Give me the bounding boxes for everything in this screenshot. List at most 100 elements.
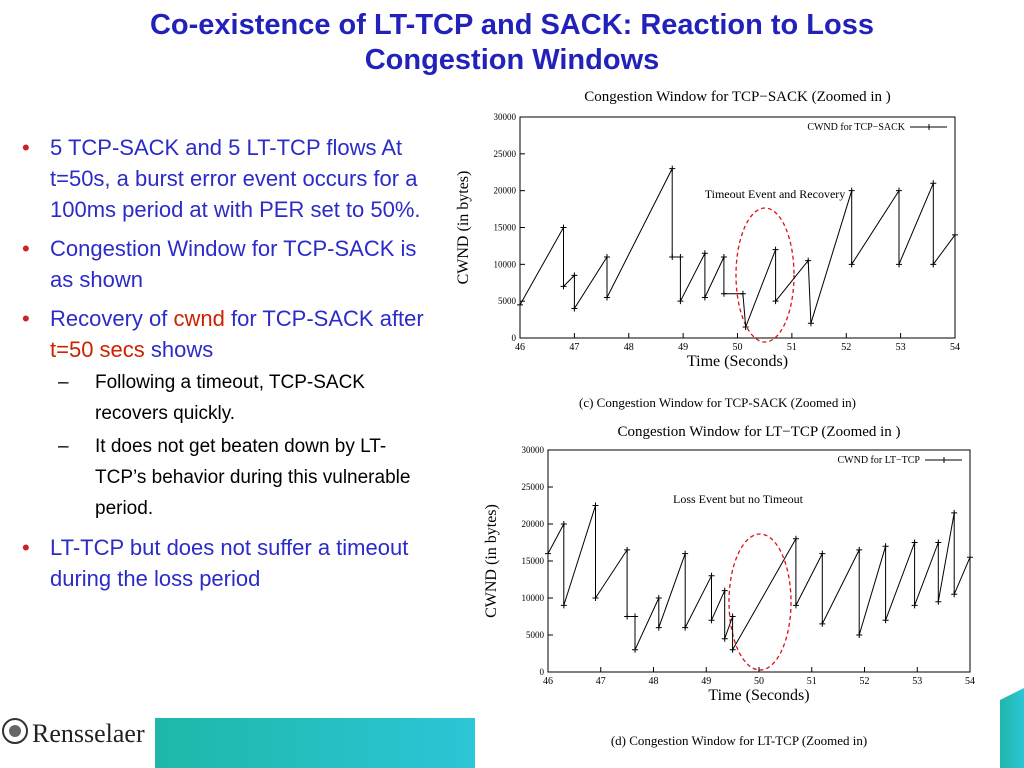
point-marker xyxy=(669,253,676,260)
logo-seal xyxy=(2,718,28,744)
point-marker xyxy=(604,294,610,301)
point-marker xyxy=(895,187,902,194)
caption: (d) Congestion Window for LT-TCP (Zoomed… xyxy=(611,733,867,748)
point-marker xyxy=(592,502,599,509)
point-marker xyxy=(708,572,715,579)
annotation: Loss Event but no Timeout xyxy=(673,492,804,506)
point-marker xyxy=(848,187,855,194)
x-tick-label: 50 xyxy=(733,342,743,353)
series-line xyxy=(519,168,956,328)
point-marker xyxy=(720,253,727,260)
plot-frame xyxy=(547,449,971,673)
point-marker xyxy=(792,535,799,542)
highlight-ellipse xyxy=(735,207,795,343)
x-tick-label: 48 xyxy=(649,676,659,687)
y-axis-label: CWND (in bytes) xyxy=(455,171,472,285)
point-marker xyxy=(682,624,689,631)
point-marker xyxy=(560,224,567,231)
point-marker xyxy=(571,272,578,279)
point-marker xyxy=(632,613,639,620)
y-tick-label: 25000 xyxy=(494,149,517,159)
point-marker xyxy=(560,602,567,609)
y-tick-label: 0 xyxy=(540,667,545,677)
x-tick-label: 47 xyxy=(569,342,579,353)
point-marker xyxy=(930,180,937,187)
point-marker xyxy=(792,602,799,609)
bullet-text: shows xyxy=(144,337,214,362)
chart-title: Congestion Window for TCP−SACK (Zoomed i… xyxy=(584,89,890,105)
x-tick-label: 52 xyxy=(841,342,851,353)
y-tick-label: 5000 xyxy=(498,296,517,306)
y-axis-label: CWND (in bytes) xyxy=(483,504,500,618)
point-marker xyxy=(742,323,749,330)
point-marker xyxy=(772,298,779,305)
x-tick-label: 54 xyxy=(950,342,960,353)
legend-swatch xyxy=(925,457,962,463)
point-marker xyxy=(882,617,889,624)
point-marker xyxy=(701,250,708,257)
y-tick-label: 15000 xyxy=(494,223,517,233)
x-tick-label: 46 xyxy=(515,342,525,353)
point-marker xyxy=(677,253,684,260)
point-marker xyxy=(720,290,727,297)
bullet-highlight: t=50 secs xyxy=(50,337,145,362)
series-line xyxy=(547,505,971,652)
x-tick-label: 50 xyxy=(754,676,764,687)
title-line: Co-existence of LT-TCP and SACK: Reactio… xyxy=(149,9,874,41)
x-tick-label: 52 xyxy=(860,676,870,687)
point-marker xyxy=(624,613,631,620)
point-marker xyxy=(967,554,973,561)
point-marker xyxy=(632,646,639,653)
point-marker xyxy=(951,591,958,598)
point-marker xyxy=(952,231,958,238)
point-marker xyxy=(807,320,814,327)
annotation: Timeout Event and Recovery xyxy=(705,187,846,201)
point-marker xyxy=(819,620,826,627)
point-marker xyxy=(856,546,863,553)
legend-swatch xyxy=(910,124,947,130)
point-marker xyxy=(805,257,812,264)
title: Co-existence of LT-TCP and SACK: Reactio… xyxy=(0,8,1024,78)
caption: (c) Congestion Window for TCP-SACK (Zoom… xyxy=(579,395,856,410)
logo-seal-inner xyxy=(9,725,21,737)
x-axis-label: Time (Seconds) xyxy=(708,687,809,704)
y-tick-label: 25000 xyxy=(522,482,545,492)
y-tick-label: 30000 xyxy=(494,112,517,122)
point-marker xyxy=(701,294,708,301)
highlight-ellipse xyxy=(728,533,792,671)
y-tick-label: 5000 xyxy=(526,630,545,640)
point-marker xyxy=(911,539,918,546)
legend-label: CWND for LT−TCP xyxy=(838,455,921,466)
point-marker xyxy=(729,646,736,653)
point-marker xyxy=(517,301,523,308)
point-marker xyxy=(895,261,902,268)
y-tick-label: 20000 xyxy=(494,186,517,196)
point-marker xyxy=(739,290,746,297)
point-marker xyxy=(682,550,689,557)
x-tick-label: 48 xyxy=(624,342,634,353)
footer-corner xyxy=(1000,688,1024,768)
point-marker xyxy=(772,246,779,253)
logo-text: Rensselaer xyxy=(32,719,145,748)
bullet-highlight: cwnd xyxy=(173,306,225,331)
point-marker xyxy=(655,624,662,631)
bullet: 5 TCP-SACK and 5 LT-TCP flows At t=50s, … xyxy=(20,132,425,225)
point-marker xyxy=(721,587,728,594)
point-marker xyxy=(911,602,918,609)
x-tick-label: 49 xyxy=(701,676,711,687)
point-marker xyxy=(951,509,958,516)
x-tick-label: 51 xyxy=(787,342,797,353)
point-marker xyxy=(856,632,863,638)
title-line: Congestion Windows xyxy=(364,44,660,76)
y-tick-label: 20000 xyxy=(522,519,545,529)
point-marker xyxy=(560,283,567,290)
bullet-list: 5 TCP-SACK and 5 LT-TCP flows At t=50s, … xyxy=(20,132,425,602)
bullet: LT-TCP but does not suffer a timeout dur… xyxy=(20,532,425,594)
point-marker xyxy=(624,546,631,553)
x-tick-label: 46 xyxy=(543,676,553,687)
point-marker xyxy=(560,521,567,527)
y-tick-label: 10000 xyxy=(494,259,517,269)
point-marker xyxy=(935,539,942,546)
point-marker xyxy=(729,613,736,620)
